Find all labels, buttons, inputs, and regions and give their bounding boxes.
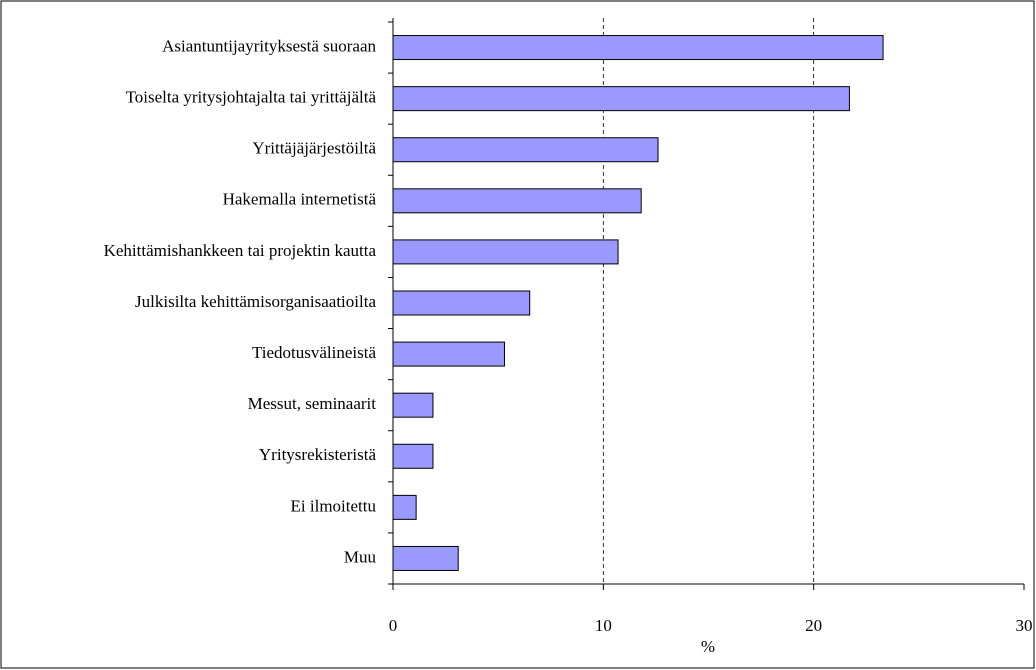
bar <box>392 35 884 61</box>
bar <box>392 545 459 571</box>
x-tick-label: 10 <box>595 616 612 635</box>
y-tick-label: Ei ilmoitettu <box>291 496 377 515</box>
y-tick-label: Hakemalla internetistä <box>223 190 377 209</box>
bar <box>392 494 417 520</box>
y-tick-label: Julkisilta kehittämisorganisaatioilta <box>135 292 376 311</box>
bar <box>392 86 850 112</box>
y-tick-label: Tiedotusvälineistä <box>252 343 376 362</box>
bar <box>392 188 642 214</box>
x-tick-label: 30 <box>1016 616 1033 635</box>
bar <box>392 137 659 163</box>
y-tick-label: Asiantuntijayrityksestä suoraan <box>162 36 376 55</box>
bar <box>392 341 505 367</box>
y-tick-label: Muu <box>344 547 377 566</box>
bar <box>392 290 531 316</box>
x-tick-label: 0 <box>389 616 398 635</box>
x-axis-label: % <box>701 637 715 656</box>
bar <box>392 392 434 418</box>
bar <box>392 443 434 469</box>
y-tick-label: Kehittämishankkeen tai projektin kautta <box>104 241 377 260</box>
y-tick-label: Yritysrekisteristä <box>259 445 377 464</box>
y-tick-label: Toiselta yritysjohtajalta tai yrittäjält… <box>126 88 377 107</box>
y-tick-label: Yrittäjäjärjestöiltä <box>252 139 376 158</box>
x-tick-label: 20 <box>805 616 822 635</box>
y-tick-label: Messut, seminaarit <box>248 394 377 413</box>
bar <box>392 239 619 265</box>
